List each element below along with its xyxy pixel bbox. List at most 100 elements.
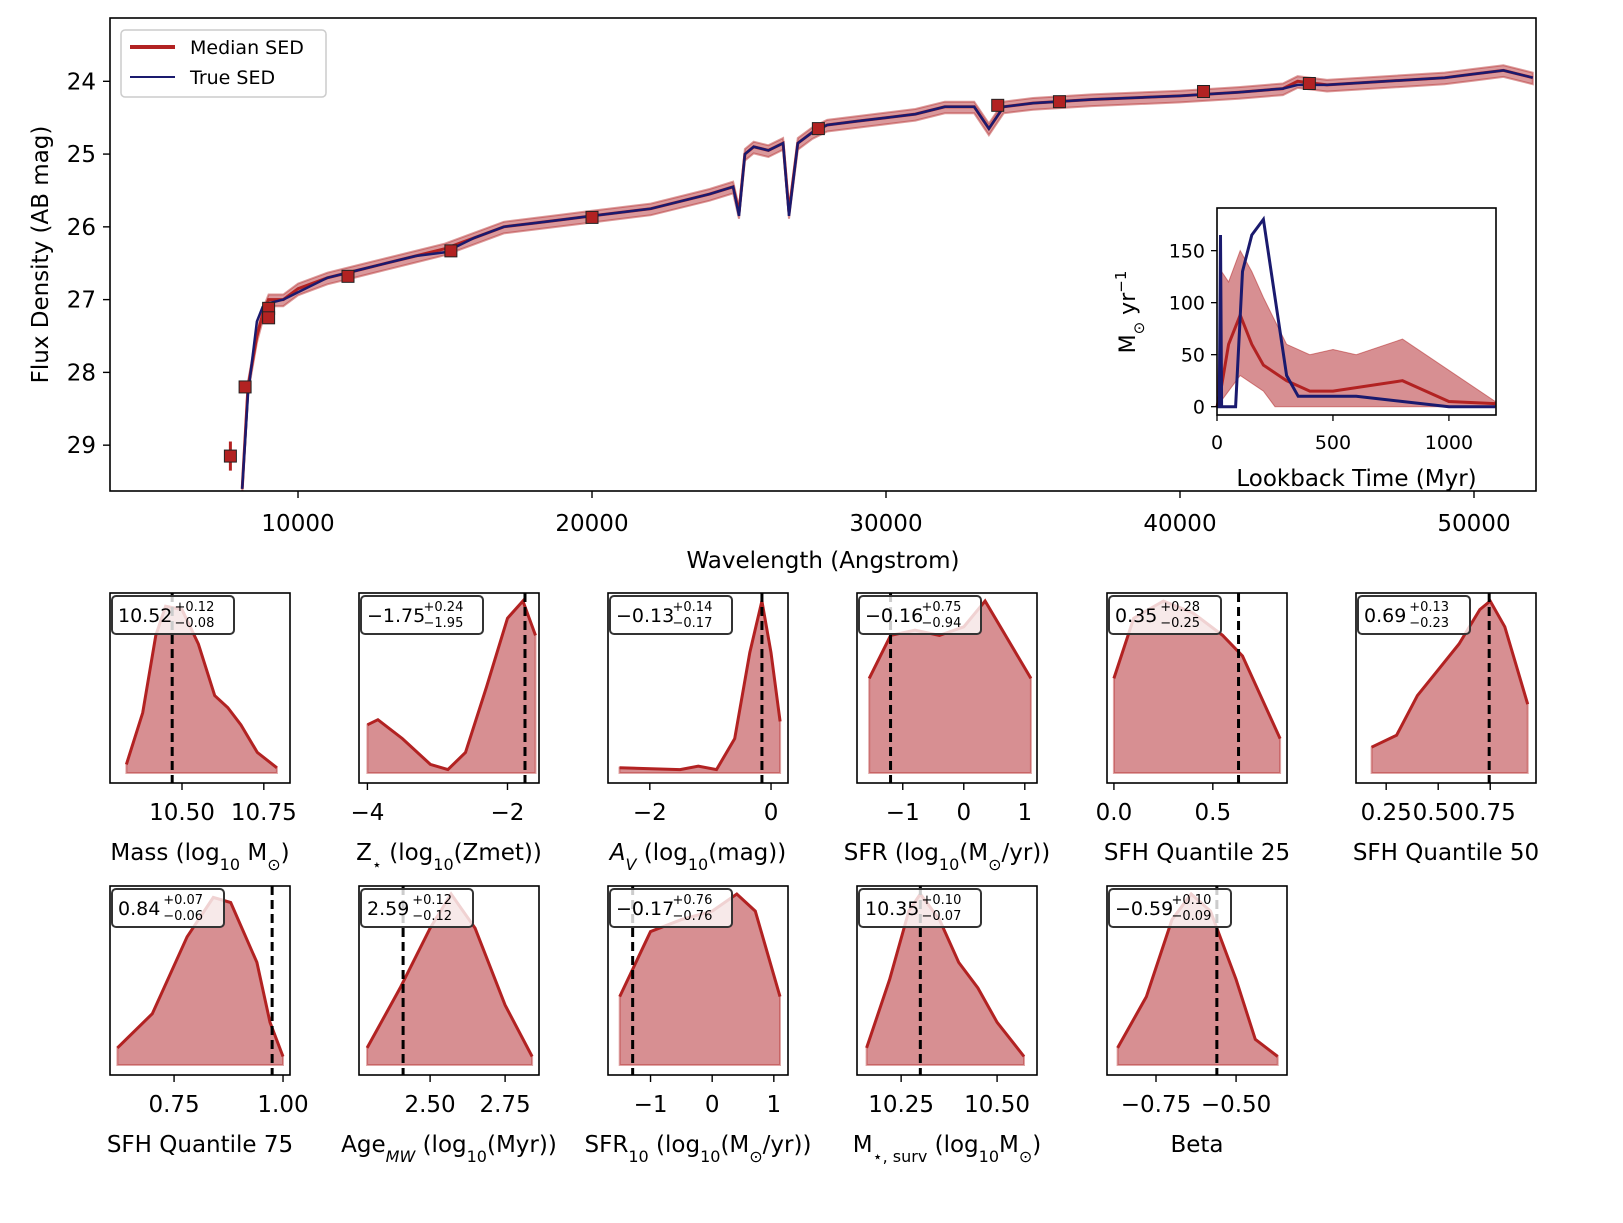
lower-error: −0.12 — [412, 909, 452, 924]
inset-y-label-sup: −1 — [1112, 271, 1130, 293]
posterior-panel-SFH75: 0.84 +0.07−0.06 0.75 1.00 SFH Quantile 75 — [107, 885, 309, 1158]
x-tick-label: 40000 — [1143, 511, 1216, 537]
panel-frame — [109, 592, 291, 784]
panel-frame — [358, 885, 540, 1076]
x-tick-label: 0.75 — [148, 1092, 199, 1118]
median-annotation-box — [111, 595, 235, 635]
panel-frame — [109, 885, 291, 1076]
inset-x-axis-label: Lookback Time (Myr) — [1236, 466, 1476, 492]
x-axis-label-part: 10 — [220, 855, 240, 874]
x-axis-label-part: V — [626, 855, 638, 874]
panel-frame — [1106, 592, 1288, 784]
inset-y-tick-label: 100 — [1169, 293, 1205, 315]
x-axis-label-part: 10 — [688, 855, 708, 874]
x-tick-label: 10.75 — [231, 800, 297, 826]
photometry-point — [238, 380, 252, 394]
x-axis-label: M⋆, surv (log10M⊙) — [853, 1132, 1042, 1166]
x-axis-label-part: ) — [281, 840, 290, 866]
x-axis-label-part: 10 — [939, 855, 959, 874]
y-axis-label: Flux Density (AB mag) — [28, 126, 54, 384]
sfh-median-line — [1215, 311, 1496, 408]
x-tick-label: 50000 — [1437, 511, 1510, 537]
x-axis-label-part: (Zmet)) — [454, 840, 542, 866]
x-axis-label: Z⋆ (log10(Zmet)) — [356, 840, 542, 874]
median-annotation-box — [609, 888, 733, 928]
y-tick-label: 26 — [67, 215, 96, 241]
x-axis-label-part: 10 — [433, 855, 453, 874]
legend-true-label: True SED — [189, 67, 275, 89]
x-axis-label: AgeMW (log10(Myr)) — [341, 1132, 557, 1166]
x-axis-label-part: ⋆ — [372, 855, 382, 874]
posterior-kde-line — [619, 600, 782, 772]
x-tick-label: 2.75 — [479, 1092, 530, 1118]
upper-error: +0.28 — [1160, 600, 1200, 615]
median-annotation-box — [609, 595, 733, 635]
panel-frame — [1106, 885, 1288, 1076]
x-axis-label: SFR10 (log10(M⊙/yr)) — [585, 1132, 812, 1166]
median-annotation-box — [1108, 595, 1222, 635]
x-axis-label-part: MW — [386, 1147, 417, 1166]
x-tick-label: −2 — [633, 800, 667, 826]
x-axis-label-part: Z — [356, 840, 372, 866]
x-tick-label: 0.5 — [1195, 800, 1232, 826]
inset-x-tick-label: 0 — [1211, 432, 1223, 454]
x-tick-label: 10.50 — [149, 800, 215, 826]
upper-error: +0.12 — [175, 600, 215, 615]
panel-frame — [607, 885, 789, 1076]
x-tick-label: 10.25 — [868, 1092, 934, 1118]
y-tick-label: 27 — [67, 288, 96, 314]
x-axis-label-part: 10 — [700, 1147, 720, 1166]
y-tick-label: 24 — [67, 69, 96, 95]
x-tick-label: 1 — [1017, 800, 1032, 826]
median-value: 0.69 — [1364, 605, 1406, 627]
sfh-true-line — [1217, 215, 1496, 409]
upper-error: +0.10 — [1172, 893, 1212, 908]
x-axis-label-part: M — [240, 840, 267, 866]
x-axis-label-part: SFH Quantile 75 — [107, 1132, 293, 1158]
x-axis-label-part: 10 — [467, 1147, 487, 1166]
x-axis-label-part: Beta — [1170, 1132, 1223, 1158]
x-axis-label-part: (Myr)) — [487, 1132, 557, 1158]
median-value: −0.13 — [616, 605, 674, 627]
x-axis-label-part: (log — [382, 840, 433, 866]
lower-error: −0.25 — [1160, 616, 1200, 631]
posterior-panel-AgeMW: 2.59 +0.12−0.12 2.50 2.75 AgeMW (log10(Myr)) — [341, 885, 557, 1166]
x-axis-label-part: M — [999, 1132, 1019, 1158]
lower-error: −0.94 — [922, 616, 962, 631]
panel-frame — [1355, 592, 1537, 784]
panel-frame — [856, 885, 1038, 1076]
x-axis-label: SFH Quantile 25 — [1104, 840, 1290, 866]
lower-error: −0.17 — [673, 616, 713, 631]
upper-error: +0.75 — [922, 600, 962, 615]
y-tick-label: 28 — [67, 360, 96, 386]
inset-y-tick-label: 150 — [1169, 241, 1205, 263]
x-axis-label-part: /yr)) — [763, 1132, 812, 1158]
sed-uncertainty-band — [241, 64, 1534, 491]
photometry-point — [991, 98, 1005, 112]
lower-error: −0.23 — [1409, 616, 1449, 631]
inset-frame — [1216, 207, 1497, 416]
posterior-kde-line — [1370, 598, 1530, 749]
x-axis-label-part: ⋆, surv — [873, 1147, 928, 1166]
median-value: 10.35 — [865, 898, 919, 920]
photometry-point — [1052, 95, 1066, 109]
median-value: −0.17 — [616, 898, 674, 920]
median-annotation-box — [858, 595, 982, 635]
inset-y-label-base: M — [1116, 334, 1141, 353]
upper-error: +0.12 — [412, 893, 452, 908]
x-axis-label-part: (log — [415, 1132, 466, 1158]
median-value: 0.84 — [118, 898, 160, 920]
posterior-panel-Mass: 10.52 +0.12−0.08 10.50 10.75 Mass (log10 M⊙) — [109, 592, 297, 874]
inset-y-label-mid: yr — [1116, 292, 1141, 322]
panel-frame — [607, 592, 789, 784]
x-tick-label: 10.50 — [964, 1092, 1030, 1118]
lower-error: −0.07 — [922, 909, 962, 924]
lower-error: −0.08 — [175, 616, 215, 631]
x-axis-label: SFH Quantile 75 — [107, 1132, 293, 1158]
median-annotation-box — [360, 888, 474, 928]
median-value: 0.35 — [1115, 605, 1157, 627]
upper-error: +0.76 — [673, 893, 713, 908]
lower-error: −1.95 — [424, 616, 464, 631]
